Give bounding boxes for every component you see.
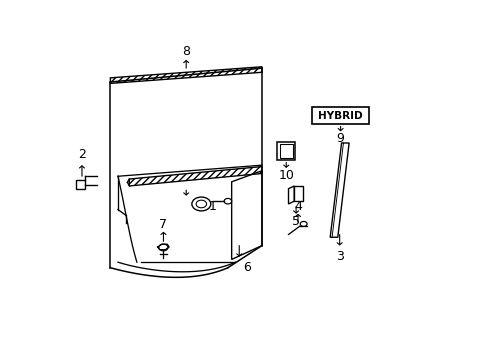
Text: 6: 6 xyxy=(243,261,250,274)
Text: 7: 7 xyxy=(159,218,167,231)
Text: 4: 4 xyxy=(293,200,301,213)
Text: 10: 10 xyxy=(278,169,294,182)
Text: HYBRID: HYBRID xyxy=(318,111,362,121)
Text: 2: 2 xyxy=(78,148,86,161)
Text: 9: 9 xyxy=(336,132,344,145)
Text: 3: 3 xyxy=(335,250,343,263)
Text: 8: 8 xyxy=(182,45,190,58)
Text: 1: 1 xyxy=(208,200,216,213)
Text: 5: 5 xyxy=(291,215,300,228)
